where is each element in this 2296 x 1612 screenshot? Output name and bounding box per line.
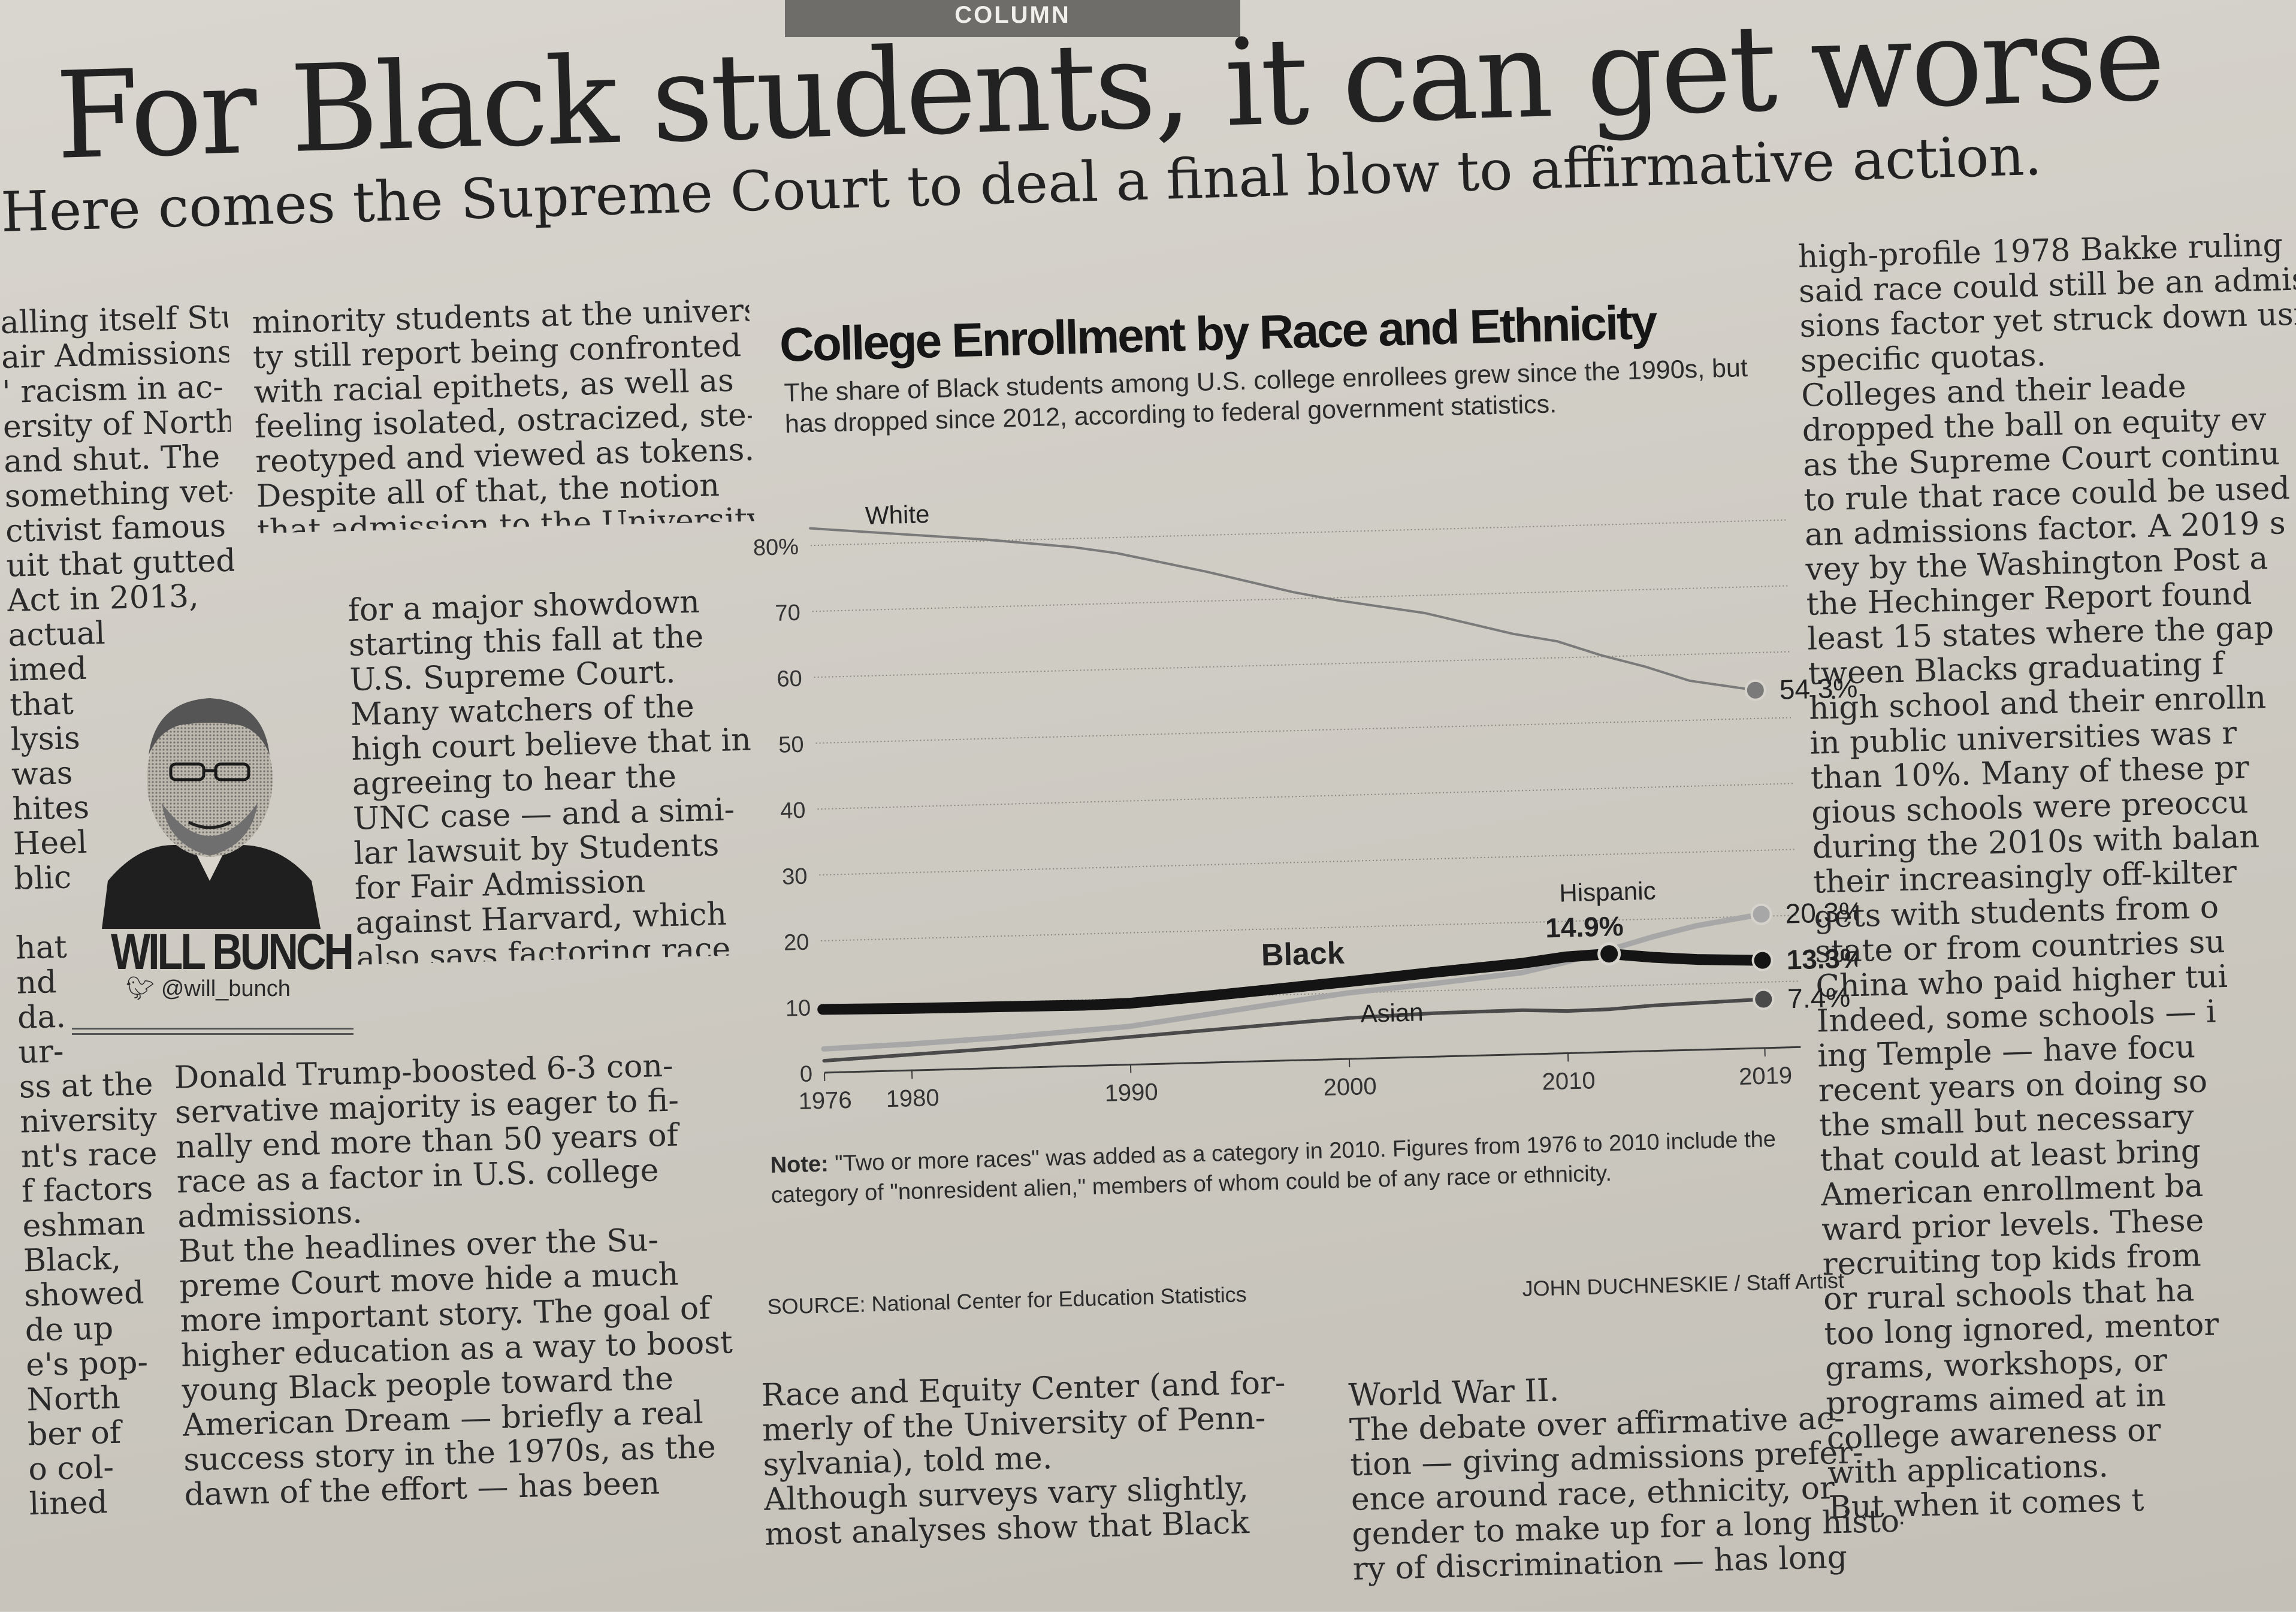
- gridline: [817, 783, 1793, 809]
- gridline: [811, 520, 1787, 546]
- end-point-black: [1753, 950, 1772, 970]
- text-line: something vet-: [4, 474, 232, 514]
- chart-series-lines: [810, 504, 1765, 1061]
- text-line: ctivist famous: [5, 509, 234, 549]
- end-point-hispanic: [1751, 904, 1771, 924]
- x-tick-label: 1990: [1104, 1079, 1158, 1106]
- gridline: [814, 652, 1790, 678]
- y-tick-label: 70: [775, 600, 800, 626]
- series-line-white: [810, 504, 1756, 715]
- byline-rule: [72, 1028, 354, 1035]
- twitter-bird-icon: 🐦︎: [126, 976, 155, 1001]
- text-line: alling itself Stu-: [0, 300, 228, 340]
- series-label-black: Black: [1261, 936, 1345, 973]
- text-line: ersity of North: [2, 404, 231, 445]
- column-d-text: World War II.The debate over affirmative…: [1348, 1365, 1905, 1611]
- series-label-white: White: [865, 500, 930, 530]
- chart-series-marks: 54.3% White 20.3% Hispanic 13.3% Black 14.9% 7.…: [809, 476, 1857, 1062]
- column-b-text: minority students at the universi-ty sti…: [252, 294, 754, 533]
- byline-handle[interactable]: 🐦︎ @will_bunch: [126, 976, 291, 1002]
- chart-y-ticks: 0 10 20 30 40 50 60 70 80%: [753, 535, 812, 1088]
- y-tick-label: 10: [785, 996, 811, 1022]
- chart-source: SOURCE: National Center for Education St…: [767, 1282, 1247, 1320]
- y-tick-label: 0: [799, 1061, 812, 1087]
- series-label-asian: Asian: [1360, 998, 1424, 1028]
- end-label-black: 13.3%: [1786, 942, 1857, 975]
- column-b-lower-text: Donald Trump-boosted 6-3 con-servative m…: [174, 1047, 762, 1612]
- series-label-hispanic: Hispanic: [1559, 877, 1656, 907]
- y-tick-label: 60: [777, 666, 802, 692]
- peak-label-black: 14.9%: [1545, 910, 1624, 943]
- end-point-asian: [1754, 989, 1774, 1009]
- byline-name: WILL BUNCH: [111, 923, 352, 980]
- author-photo: [90, 665, 324, 929]
- text-line: uit that gutted: [6, 544, 234, 584]
- chart-credit: JOHN DUCHNESKIE / Staff Artist: [1522, 1268, 1844, 1302]
- y-tick-label: 20: [783, 930, 809, 956]
- chart-container: 0 10 20 30 40 50 60 70 80% 1976 1980 1990 2000 2010 2…: [737, 282, 1857, 1384]
- gridline: [816, 717, 1792, 743]
- y-tick-label: 50: [778, 732, 804, 758]
- x-tick-label: 1980: [886, 1085, 939, 1112]
- text-line: actual: [8, 613, 236, 653]
- x-tick-label: 1976: [798, 1087, 852, 1115]
- y-tick-label: 40: [780, 798, 806, 824]
- chart-x-ticks: 1976 1980 1990 2000 2010 2019: [797, 1048, 1792, 1115]
- peak-point-black: [1599, 943, 1620, 964]
- text-line: air Admissions,: [1, 335, 229, 375]
- x-tick-label: 2010: [1542, 1067, 1596, 1095]
- chart-note-label: Note:: [770, 1151, 829, 1178]
- text-line: and shut. The: [4, 439, 232, 479]
- end-label-asian: 7.4%: [1787, 982, 1851, 1015]
- end-label-hispanic: 20.3%: [1785, 896, 1857, 929]
- y-tick-label: 30: [782, 864, 808, 890]
- gridline: [812, 586, 1789, 612]
- end-point-white: [1745, 680, 1765, 700]
- x-tick-label: 2019: [1739, 1062, 1793, 1090]
- end-label-white: 54.3%: [1779, 672, 1857, 705]
- column-c-text: Race and Equity Center (and for-merly of…: [761, 1365, 1336, 1611]
- x-tick-label: 2000: [1323, 1073, 1377, 1101]
- text-line: ' racism in ac-: [2, 370, 230, 410]
- text-line: Act in 2013,: [7, 578, 235, 618]
- gridline: [819, 849, 1795, 875]
- y-tick-label: 80%: [753, 535, 799, 561]
- byline-handle-text: @will_bunch: [161, 976, 291, 1001]
